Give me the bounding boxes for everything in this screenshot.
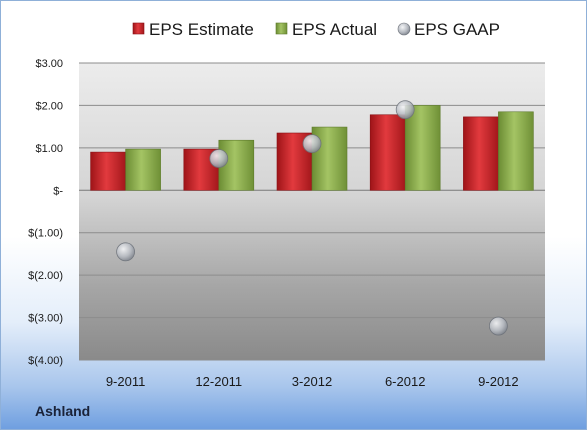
x-tick-label: 6-2012 [385, 374, 425, 389]
y-tick-label: $- [53, 185, 63, 197]
legend-swatch [397, 22, 411, 36]
y-tick-label: $3.00 [35, 58, 63, 70]
y-tick-label: $(1.00) [28, 228, 63, 240]
y-tick-label: $(4.00) [28, 355, 63, 367]
legend-label: EPS Estimate [149, 20, 254, 39]
bar-eps-actual [125, 148, 161, 191]
y-tick-label: $(2.00) [28, 270, 63, 282]
bar-eps-estimate [90, 151, 126, 191]
legend-label: EPS Actual [292, 20, 377, 39]
y-tick-label: $(3.00) [28, 313, 63, 325]
y-tick-label: $1.00 [35, 143, 63, 155]
bar-eps-actual [498, 111, 534, 191]
bar-eps-actual [404, 105, 441, 191]
x-tick-label: 9-2012 [478, 374, 518, 389]
point-eps-gaap [395, 100, 415, 120]
legend-swatch [132, 22, 145, 35]
legend-swatch [275, 22, 288, 35]
plot-area [79, 63, 545, 360]
company-name: Ashland [35, 403, 91, 419]
point-eps-gaap [488, 316, 508, 336]
point-eps-gaap [209, 149, 229, 168]
x-tick-label: 12-2011 [195, 374, 242, 389]
bar-eps-estimate [369, 114, 406, 191]
point-eps-gaap [116, 242, 135, 262]
legend-label: EPS GAAP [414, 20, 500, 39]
x-tick-label: 9-2011 [106, 374, 146, 389]
bar-eps-estimate [463, 116, 499, 191]
y-tick-label: $2.00 [35, 100, 63, 112]
x-tick-label: 3-2012 [292, 374, 332, 389]
point-eps-gaap [302, 134, 322, 154]
